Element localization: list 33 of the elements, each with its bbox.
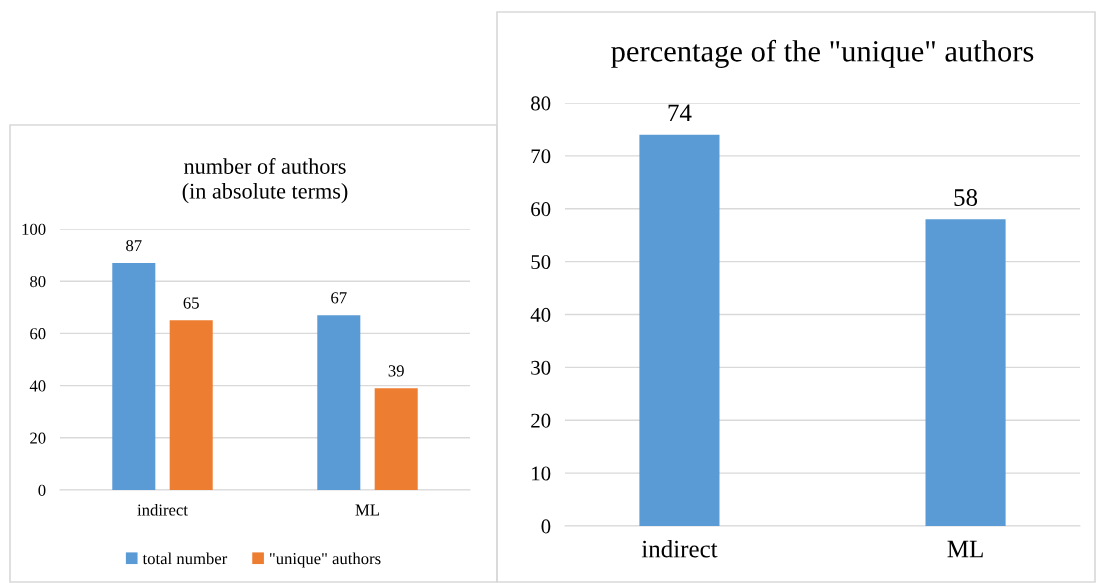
y-tick-label: 20 — [531, 413, 551, 428]
bar — [169, 320, 213, 490]
y-tick-label: 100 — [22, 223, 46, 235]
y-tick-label: 40 — [29, 380, 46, 392]
y-tick-label: 30 — [531, 360, 551, 375]
data-label: 67 — [331, 292, 347, 304]
y-tick-label: 70 — [531, 149, 551, 164]
x-tick-label: ML — [355, 504, 379, 516]
bar — [317, 315, 361, 490]
data-label: 58 — [954, 189, 978, 206]
legend-label: "unique" authors — [269, 552, 381, 568]
data-label: 65 — [183, 297, 199, 309]
chart-title: percentage of the "unique" authors — [611, 39, 1034, 68]
x-tick-label: ML — [947, 540, 983, 558]
bar — [112, 262, 156, 490]
y-tick-label: 0 — [38, 484, 46, 496]
y-tick-label: 80 — [30, 275, 46, 288]
y-tick-label: 40 — [530, 307, 551, 322]
x-tick-label: indirect — [641, 539, 718, 558]
y-tick-label: 20 — [30, 432, 46, 444]
bar — [374, 388, 418, 490]
y-tick-label: 80 — [531, 96, 551, 111]
y-tick-label: 50 — [531, 255, 551, 270]
y-tick-label: 10 — [532, 466, 551, 481]
x-tick-label: indirect — [137, 503, 188, 516]
y-tick-label: 0 — [541, 519, 551, 534]
chart-title: number of authors (in absolute terms) — [182, 158, 348, 204]
y-tick-label: 60 — [531, 202, 551, 217]
legend-label: total number — [142, 552, 228, 565]
data-label: 39 — [388, 365, 404, 377]
y-tick-label: 60 — [30, 328, 46, 340]
data-label: 74 — [668, 104, 692, 122]
data-label: 87 — [126, 239, 142, 252]
